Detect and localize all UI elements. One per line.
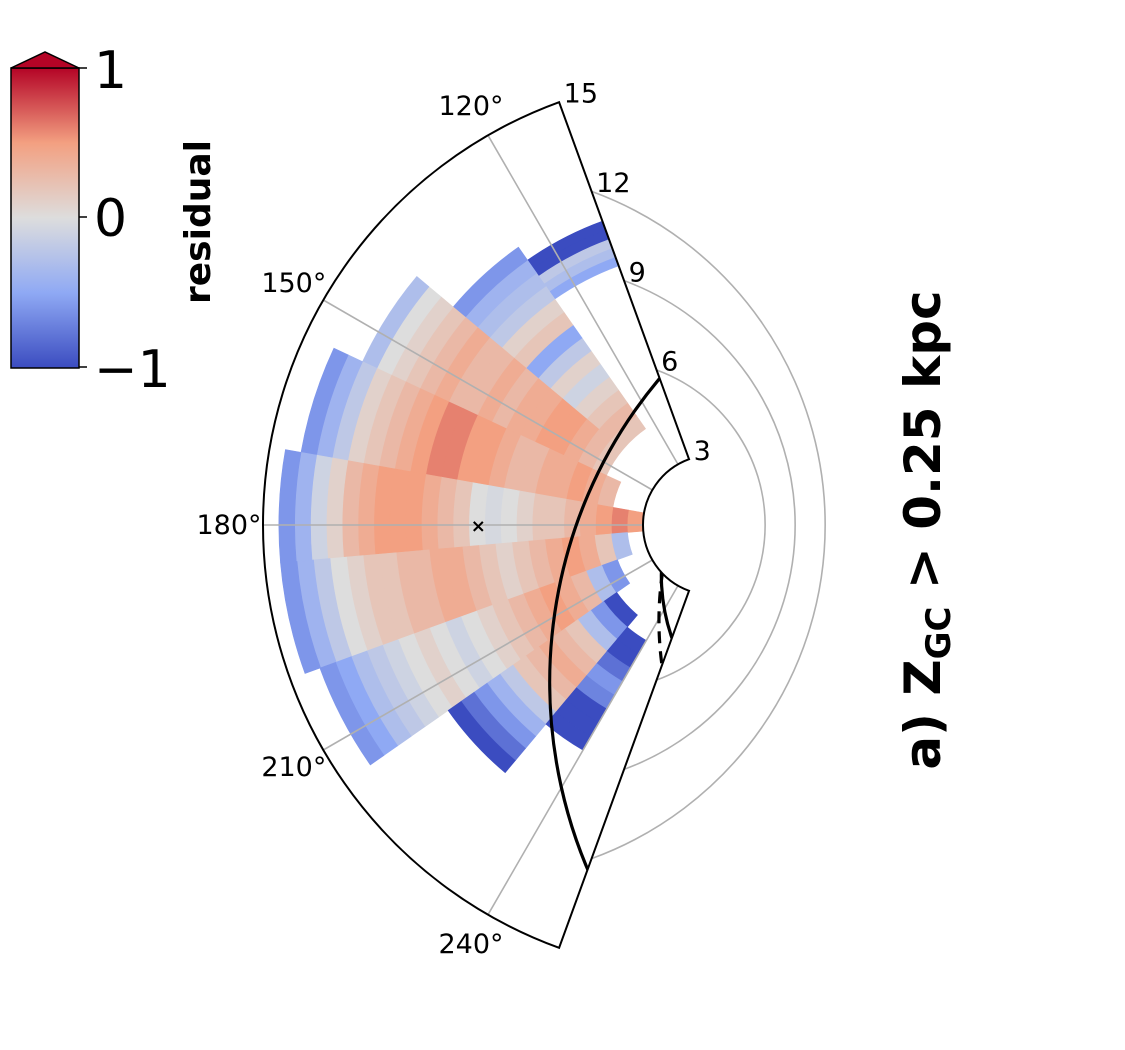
sun-marker: × (471, 516, 486, 537)
wedge-frame (262, 100, 691, 950)
heatmap-cell (611, 506, 629, 535)
colorbar-extend-arrow (10, 51, 80, 69)
colorbar-tick-label: −1 (94, 340, 171, 400)
radial-tick-label: 6 (661, 347, 678, 378)
heatmap-cell (547, 496, 567, 540)
heatmap-cell (484, 485, 505, 546)
heatmap-cell (500, 487, 520, 544)
heatmap-cell (319, 661, 385, 766)
colorbar-gradient (10, 67, 80, 369)
inner-solid-curve (659, 418, 690, 744)
heatmap-cell (447, 700, 516, 774)
angular-gridline (322, 299, 653, 491)
angular-gridline (322, 559, 653, 751)
angular-gridline (487, 585, 679, 916)
radial-tick-label: 15 (564, 79, 598, 110)
panel-title: a) ZGC > 0.25 kpc (894, 290, 959, 769)
colorbar-tick-label: 1 (94, 41, 127, 101)
radial-tick-label: 3 (694, 436, 711, 467)
angle-tick-label: 150° (261, 268, 326, 299)
wedge-outline (262, 100, 691, 950)
heatmap-cell (531, 493, 551, 542)
angular-gridline (487, 134, 679, 465)
polar-tick-labels: 120° 150° 180° 210° 240° 3 6 9 12 15 (196, 79, 710, 960)
radial-tick-label: 12 (596, 168, 630, 199)
radial-gridline (591, 190, 826, 860)
dashed-curve (657, 365, 690, 845)
heatmap-cell (626, 509, 645, 533)
heatmap-cell (516, 490, 536, 543)
heatmap-cells (278, 220, 647, 774)
radial-tick-label: 9 (629, 257, 646, 288)
angle-tick-label: 210° (261, 752, 326, 783)
angle-tick-label: 120° (438, 91, 503, 122)
colorbar-tick-label: 0 (94, 189, 127, 249)
colorbar-label: residual (178, 140, 219, 304)
angle-tick-label: 180° (196, 510, 261, 541)
heatmap-cell (595, 504, 614, 536)
polar-grid (263, 134, 826, 916)
radial-gridline (656, 369, 766, 681)
radial-gridline (623, 279, 796, 771)
colorbar: 1 0 −1 residual (10, 41, 219, 400)
angle-tick-label: 240° (438, 929, 503, 960)
